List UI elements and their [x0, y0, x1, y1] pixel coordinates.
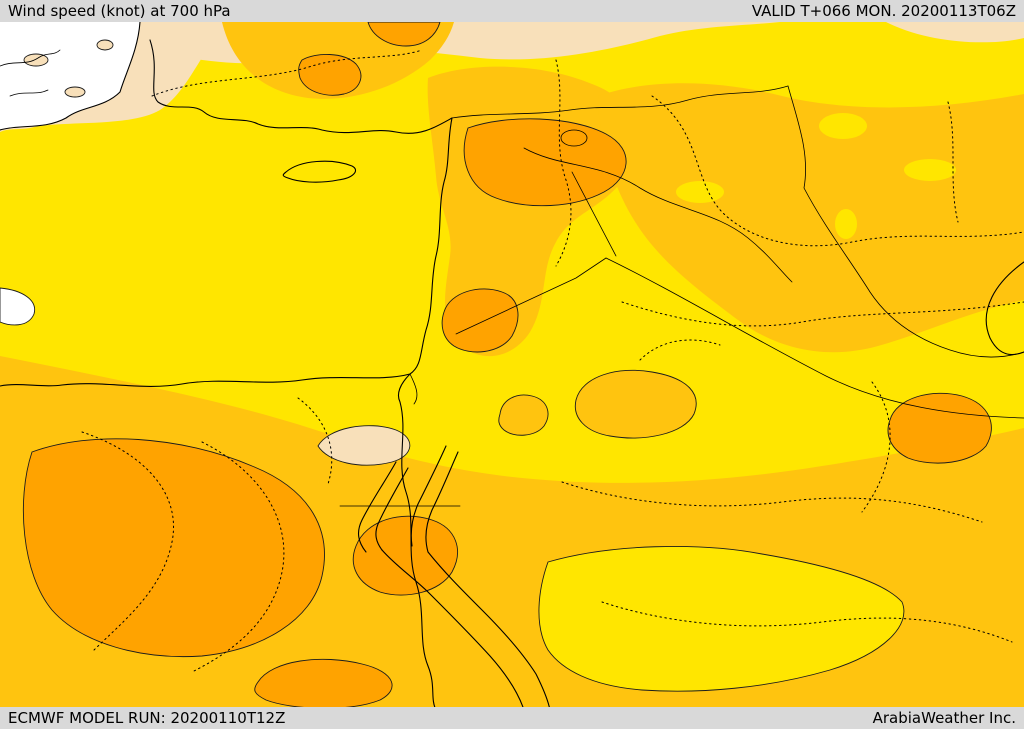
wind-speed-bands	[0, 22, 1024, 707]
map-title: Wind speed (knot) at 700 hPa	[8, 2, 231, 20]
orange-core-sinai	[352, 515, 458, 596]
contour-dotted	[861, 381, 891, 513]
orange-core-egypt-west	[22, 438, 325, 658]
contour-dotted	[947, 101, 959, 223]
contour-dotted	[639, 339, 721, 361]
island-patch	[96, 39, 114, 51]
island-patch	[23, 53, 49, 67]
contour-dotted	[601, 601, 1013, 643]
orange-core-jordan	[441, 288, 519, 353]
contour-dotted	[81, 431, 174, 653]
yellow-hole	[819, 113, 867, 139]
contour-dotted	[555, 59, 572, 267]
white-band-left-sliver	[0, 287, 36, 326]
coastline-mediterranean	[0, 39, 453, 387]
coastline-gulf-of-aqaba-west	[410, 445, 447, 547]
border-iraq-saudi	[605, 257, 1024, 419]
border-turkey-syria	[451, 85, 789, 119]
river-euphrates	[523, 147, 793, 283]
border-syria-iraq	[571, 171, 617, 257]
gold-blob-small	[498, 394, 549, 436]
contour-dotted	[151, 49, 423, 97]
coastline-red-sea-west	[381, 549, 524, 707]
coastline-aegean-detail	[0, 49, 61, 67]
header-bar: Wind speed (knot) at 700 hPa VALID T+066…	[0, 0, 1024, 22]
cream-patch-nile-delta	[317, 425, 411, 466]
orange-core-egypt-south	[254, 658, 393, 707]
orange-core-anatolia-west	[298, 54, 362, 96]
coastline-cyprus	[282, 160, 356, 183]
coastlines	[0, 22, 1024, 707]
contour-dotted	[561, 481, 983, 523]
contour-lines	[81, 49, 1024, 673]
lake-anatolia	[560, 129, 588, 147]
coastline-aegean-detail	[9, 89, 49, 97]
yellow-hole	[835, 209, 857, 239]
river-nile-delta-branch	[409, 373, 418, 405]
coastline-gulf-of-suez-east	[375, 467, 409, 551]
brand-label: ArabiaWeather Inc.	[872, 709, 1016, 727]
orange-core-syria	[463, 118, 627, 207]
valid-time: VALID T+066 MON. 20200113T06Z	[751, 2, 1016, 20]
contour-dotted	[191, 441, 285, 673]
contour-dotted	[651, 95, 1024, 247]
border-jordan-saudi	[455, 257, 607, 335]
island-patch	[64, 86, 86, 98]
footer-bar: ECMWF MODEL RUN: 20200110T12Z ArabiaWeat…	[0, 707, 1024, 729]
contour-dotted	[297, 397, 333, 485]
country-borders	[339, 85, 1024, 507]
gold-region-east	[598, 83, 1024, 353]
orange-core-east-gulf	[887, 392, 992, 464]
model-run-label: ECMWF MODEL RUN: 20200110T12Z	[8, 709, 286, 727]
gold-blob-north-saudi	[574, 369, 697, 439]
cream-band-topright	[886, 22, 1024, 43]
coastline-gulf-of-suez-west	[357, 461, 397, 553]
coastline-gulf-of-aqaba-east	[425, 451, 459, 553]
border-iraq-iran	[787, 85, 1024, 358]
coastline-aegean	[0, 22, 141, 131]
orange-core-anatolia-top	[367, 22, 441, 47]
contour-dotted	[621, 301, 1024, 327]
coastline-red-sea-east	[427, 551, 550, 707]
yellow-region-south-arabia	[538, 545, 905, 692]
yellow-hole	[904, 159, 956, 181]
weather-map	[0, 22, 1024, 707]
yellow-hole	[676, 181, 724, 203]
map-area	[0, 22, 1024, 707]
